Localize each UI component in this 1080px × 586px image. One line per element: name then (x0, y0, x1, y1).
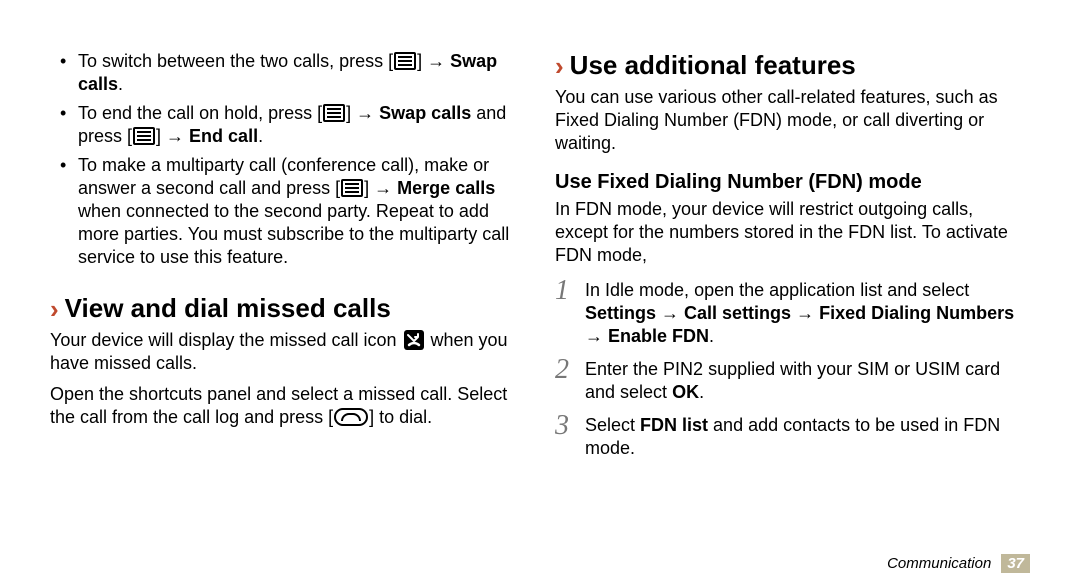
text: ] → (364, 178, 397, 198)
page-number: 37 (1001, 554, 1030, 573)
path-enable-fdn: Enable FDN (608, 326, 709, 346)
text: To switch between the two calls, press [ (78, 51, 393, 71)
menu-icon (323, 104, 345, 122)
swap-calls-label: Swap calls (379, 103, 471, 123)
text: . (699, 382, 704, 402)
chevron-icon: › (555, 51, 564, 81)
menu-icon (133, 127, 155, 145)
section-view-missed-calls: ›View and dial missed calls (50, 293, 525, 325)
path-fdn: Fixed Dialing Numbers (819, 303, 1014, 323)
chevron-icon: › (50, 294, 59, 324)
text: Your device will display the missed call… (50, 330, 402, 350)
text: Open the shortcuts panel and select a mi… (50, 384, 507, 427)
bullet-merge-calls: To make a multiparty call (conference ca… (78, 154, 525, 269)
arrow: → (585, 326, 608, 346)
fdn-steps: In Idle mode, open the application list … (555, 279, 1030, 470)
missed-call-desc: Your device will display the missed call… (50, 329, 525, 375)
additional-features-intro: You can use various other call-related f… (555, 86, 1030, 155)
page-footer: Communication 37 (887, 555, 1030, 572)
text: Enter the PIN2 supplied with your SIM or… (585, 359, 1000, 402)
call-option-bullets: To switch between the two calls, press [… (50, 50, 525, 275)
text: In Idle mode, open the application list … (585, 280, 969, 300)
step-3: Select FDN list and add contacts to be u… (555, 414, 1030, 460)
section-title: Use additional features (570, 50, 856, 80)
text: ] to dial. (369, 407, 432, 427)
path-settings: Settings (585, 303, 656, 323)
merge-calls-label: Merge calls (397, 178, 495, 198)
ok-label: OK (672, 382, 699, 402)
subsection-fdn: Use Fixed Dialing Number (FDN) mode (555, 171, 1030, 194)
end-call-label: End call (189, 126, 258, 146)
menu-icon (341, 179, 363, 197)
bullet-end-call: To end the call on hold, press [ ] → Swap… (78, 102, 525, 148)
text: To end the call on hold, press [ (78, 103, 322, 123)
footer-section: Communication (887, 555, 991, 572)
section-additional-features: ›Use additional features (555, 50, 1030, 82)
left-column: To switch between the two calls, press [… (50, 50, 525, 566)
arrow: → (656, 303, 684, 323)
fdn-intro: In FDN mode, your device will restrict o… (555, 198, 1030, 267)
text: . (709, 326, 714, 346)
missed-call-icon (404, 330, 424, 350)
text: ] → (417, 51, 450, 71)
right-column: ›Use additional features You can use var… (555, 50, 1030, 566)
missed-call-dial: Open the shortcuts panel and select a mi… (50, 383, 525, 429)
text: ] → (156, 126, 189, 146)
bullet-swap-calls: To switch between the two calls, press [… (78, 50, 525, 96)
text: when connected to the second party. Repe… (78, 201, 509, 267)
text: ] → (346, 103, 379, 123)
text: . (258, 126, 263, 146)
path-call-settings: Call settings (684, 303, 791, 323)
menu-icon (394, 52, 416, 70)
text: Select (585, 415, 640, 435)
dial-key-icon (334, 408, 368, 426)
fdn-list-label: FDN list (640, 415, 708, 435)
step-1: In Idle mode, open the application list … (555, 279, 1030, 348)
section-title: View and dial missed calls (65, 293, 391, 323)
arrow: → (791, 303, 819, 323)
text: . (118, 74, 123, 94)
step-2: Enter the PIN2 supplied with your SIM or… (555, 358, 1030, 404)
manual-page: To switch between the two calls, press [… (0, 0, 1080, 586)
